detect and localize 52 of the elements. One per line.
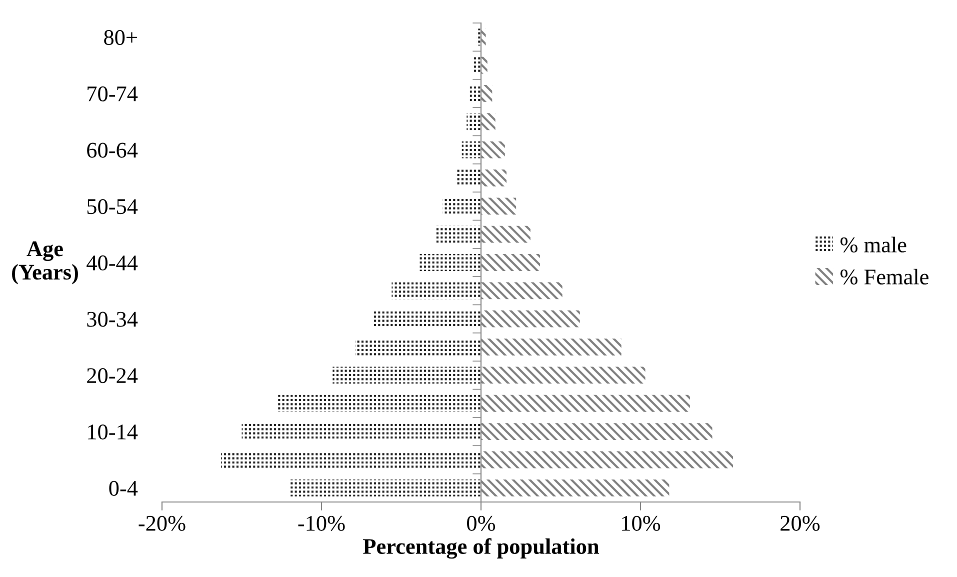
legend-label: % Female	[840, 268, 928, 285]
y-tick-label: 10-14	[88, 424, 138, 440]
bar	[221, 451, 481, 468]
bar	[418, 254, 481, 271]
bar	[372, 310, 481, 328]
y-tick-label: 70-74	[88, 86, 138, 102]
bar	[434, 226, 481, 243]
bar	[481, 394, 690, 412]
bar	[442, 198, 481, 215]
bar	[481, 28, 486, 46]
x-tick-label: 0%	[467, 516, 496, 531]
bar	[476, 28, 481, 46]
bar	[466, 113, 481, 130]
bar	[242, 423, 481, 440]
bar	[354, 338, 481, 356]
bar	[392, 282, 481, 300]
bar	[290, 479, 481, 496]
bar	[481, 423, 712, 440]
y-tick-label: 60-64	[87, 142, 138, 158]
y-tick-label: 40-44	[86, 255, 138, 270]
bar	[481, 338, 622, 356]
bar	[481, 84, 492, 102]
legend-label: % male	[840, 236, 906, 253]
bar	[455, 170, 481, 186]
bar	[481, 170, 507, 186]
y-tick-label: 80+	[104, 30, 137, 46]
bar	[332, 366, 481, 384]
bar	[473, 56, 481, 74]
bar	[481, 198, 516, 215]
y-axis-title: Age (Years)	[12, 241, 78, 284]
bar	[481, 56, 488, 74]
bar	[470, 84, 481, 102]
bar	[481, 254, 540, 271]
x-tick-label: 20%	[780, 516, 820, 531]
bar	[462, 141, 481, 158]
x-tick-label: -10%	[298, 516, 345, 531]
y-tick-label: 30-34	[87, 312, 138, 327]
x-axis-title: Percentage of population	[363, 538, 599, 559]
bar	[481, 282, 562, 300]
y-tick-label: 50-54	[87, 199, 138, 214]
x-tick-label: 10%	[622, 516, 660, 531]
bar	[481, 366, 646, 384]
bar	[481, 141, 505, 158]
bar	[481, 451, 734, 468]
bar	[481, 479, 670, 496]
bar	[481, 113, 496, 130]
y-tick-label: 20-24	[87, 368, 138, 384]
bar	[481, 226, 530, 243]
bar	[276, 394, 481, 412]
bar	[481, 310, 580, 328]
y-tick-label: 0-4	[109, 480, 138, 496]
x-tick-label: -20%	[138, 516, 186, 531]
